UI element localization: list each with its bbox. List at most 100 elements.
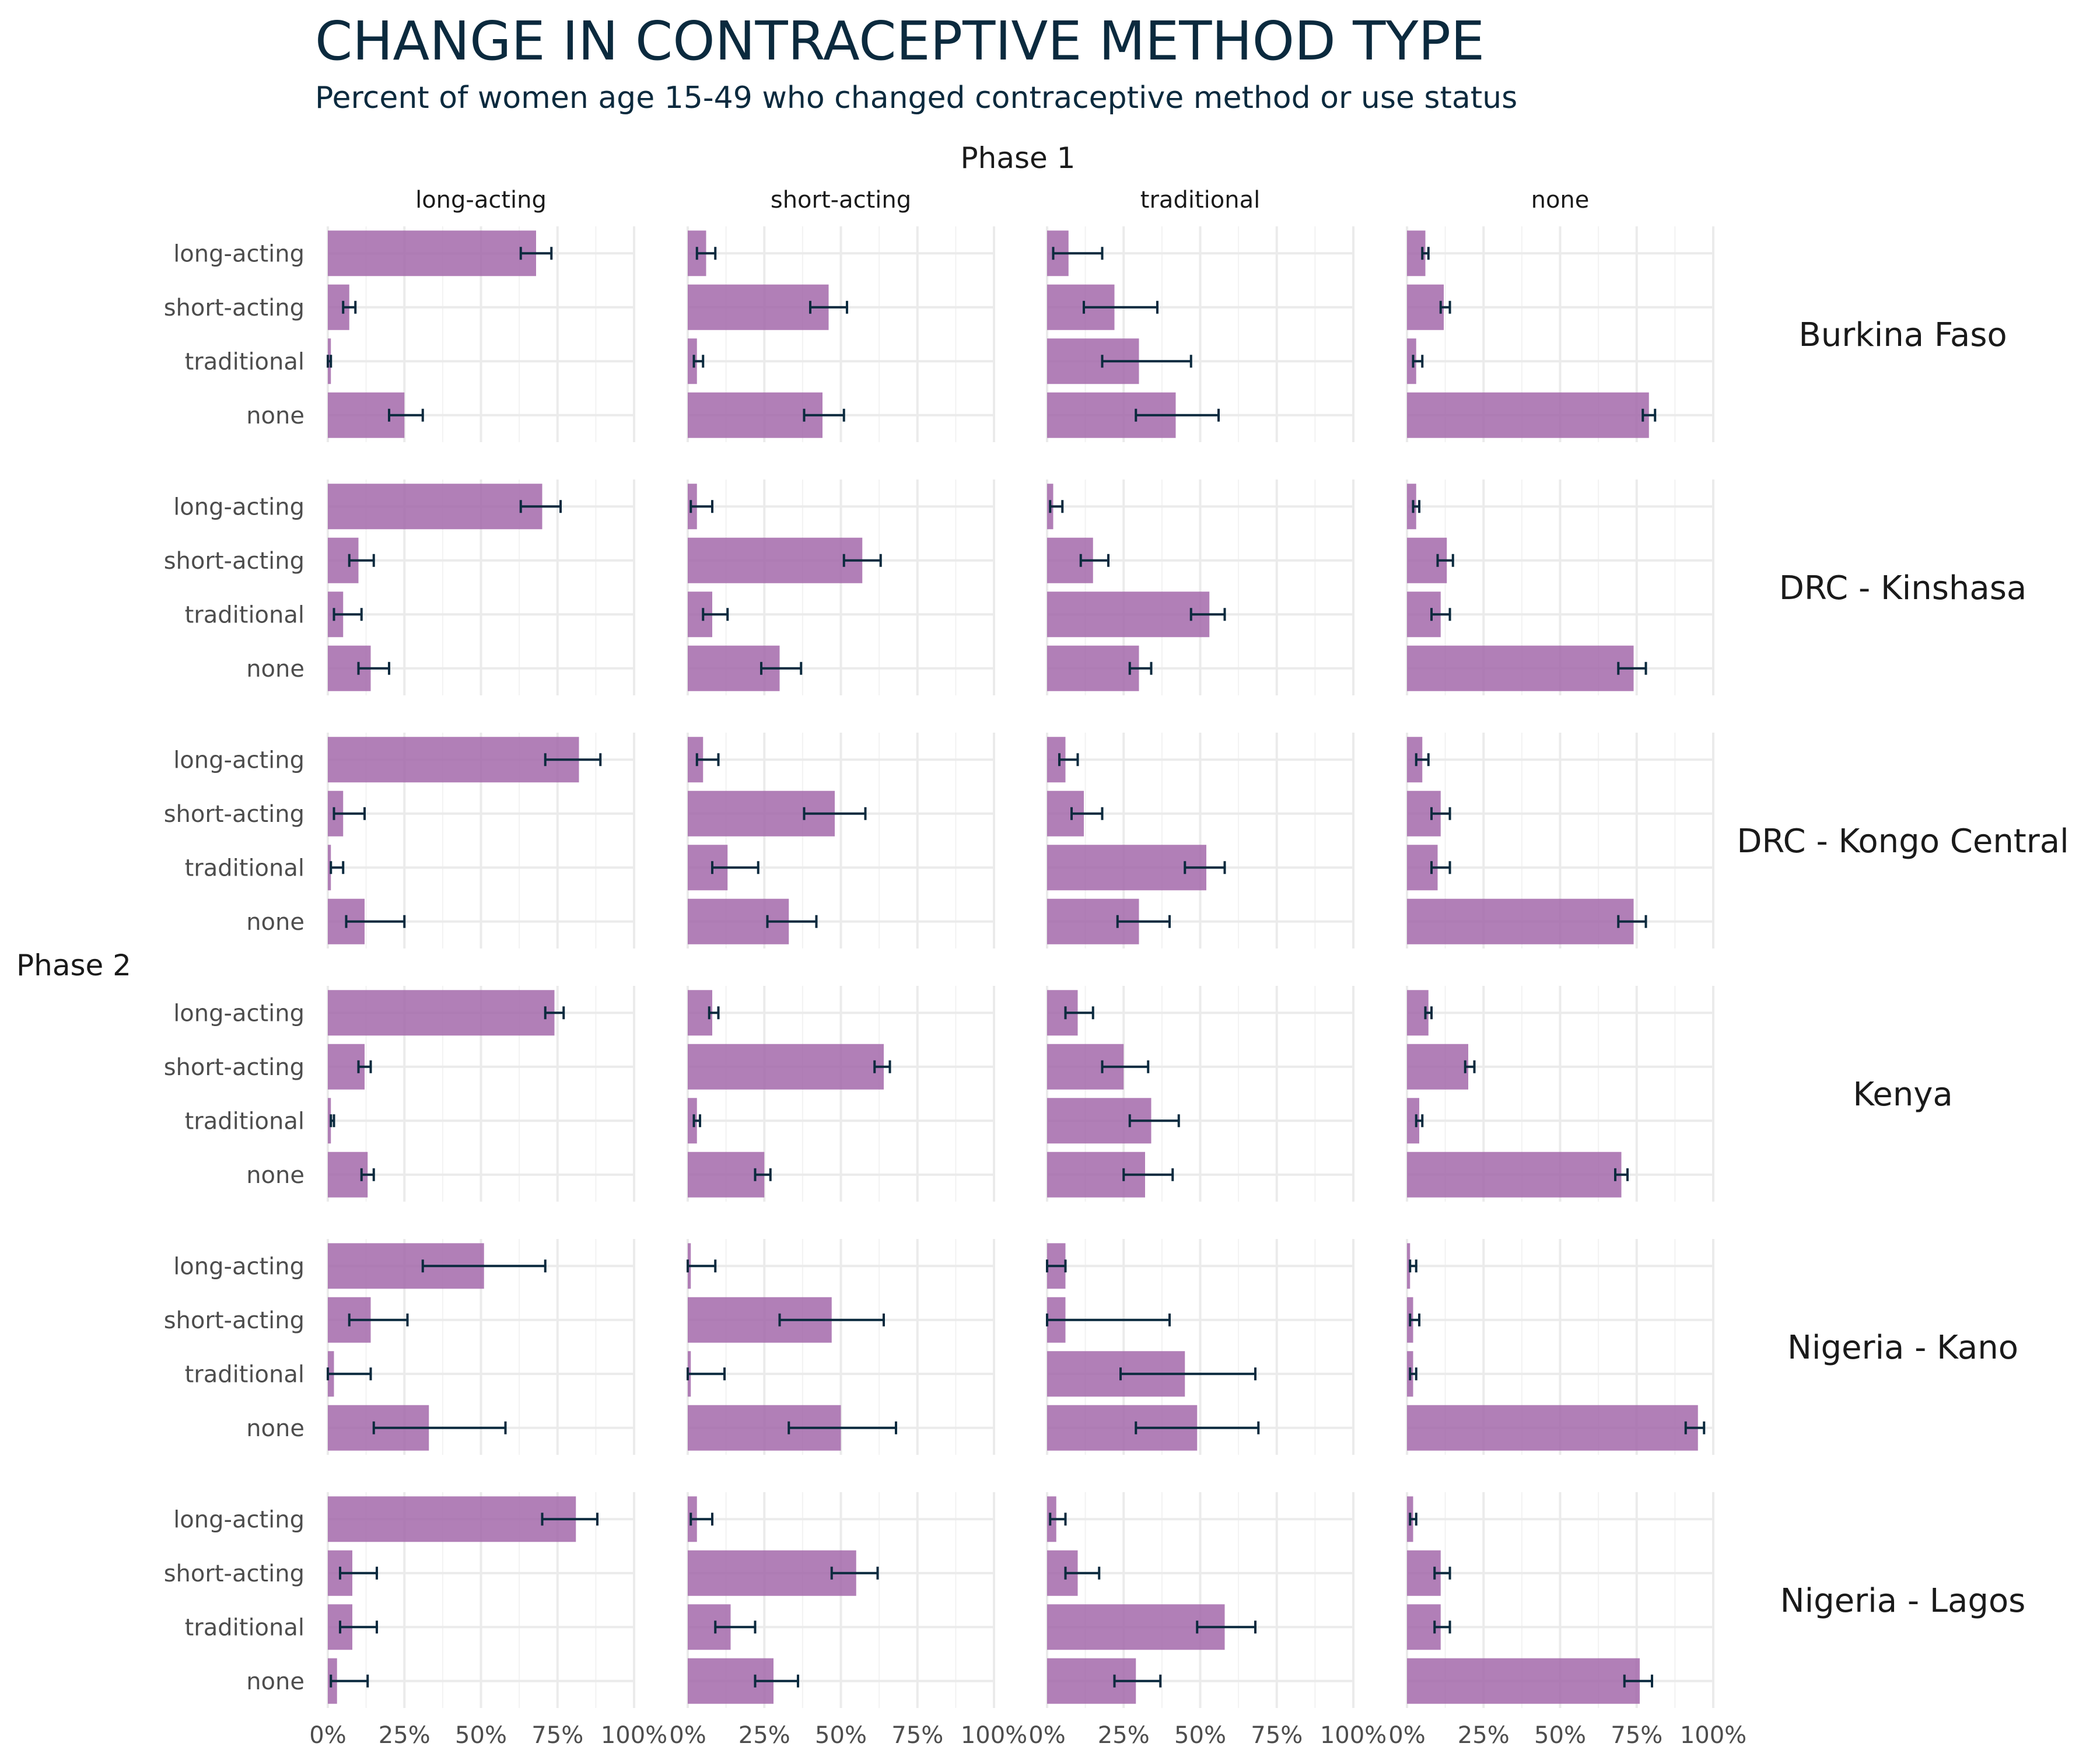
bar	[1047, 592, 1210, 638]
x-tick-label: 50%	[1174, 1722, 1226, 1749]
y-tick-label: long-acting	[173, 1000, 304, 1027]
column-strip-label: none	[1531, 187, 1590, 214]
y-tick-label: none	[246, 1668, 304, 1695]
y-tick-label: none	[246, 1162, 304, 1189]
bar	[328, 737, 579, 783]
bar	[328, 230, 536, 276]
y-tick-label: traditional	[185, 1614, 304, 1641]
y-tick-label: none	[246, 909, 304, 936]
y-tick-label: none	[246, 1415, 304, 1442]
bar	[328, 484, 542, 530]
x-tick-label: 0%	[309, 1722, 346, 1749]
bar	[1047, 845, 1206, 891]
bar	[688, 284, 829, 330]
panel: 0% 25% 50% 75% 100%	[1388, 1492, 1746, 1749]
x-tick-label: 100%	[961, 1722, 1027, 1749]
y-tick-label: traditional	[185, 601, 304, 628]
x-tick-label: 50%	[455, 1722, 507, 1749]
bar	[688, 338, 697, 384]
x-tick-label: 0%	[669, 1722, 706, 1749]
x-tick-label: 100%	[1680, 1722, 1746, 1749]
bar	[1047, 1604, 1225, 1650]
x-tick-label: 25%	[1458, 1722, 1510, 1749]
x-tick-label: 0%	[1028, 1722, 1065, 1749]
panel	[1046, 480, 1354, 695]
bar	[328, 1098, 331, 1144]
bar	[1407, 1098, 1419, 1144]
bar	[1407, 1152, 1622, 1198]
panel	[687, 733, 995, 949]
row-strip-label: Nigeria - Kano	[1787, 1329, 2018, 1367]
bar	[1407, 645, 1634, 691]
column-strip-label: short-acting	[771, 187, 911, 214]
x-tick-label: 50%	[1534, 1722, 1586, 1749]
chart-title: CHANGE IN CONTRACEPTIVE METHOD TYPE	[315, 10, 1485, 72]
panel	[687, 226, 995, 442]
panel	[1046, 226, 1354, 442]
panel	[687, 986, 995, 1202]
panel	[1046, 986, 1354, 1202]
panel: long-acting short-acting traditional none	[164, 226, 635, 442]
bar	[688, 1152, 765, 1198]
bar	[328, 1496, 576, 1542]
bar	[1407, 338, 1416, 384]
chart-subtitle: Percent of women age 15-49 who changed c…	[315, 80, 1517, 116]
panel: long-acting short-acting traditional none	[164, 480, 635, 695]
bar	[688, 392, 822, 438]
bar	[1407, 1044, 1468, 1090]
row-strip-label: DRC - Kinshasa	[1779, 569, 2027, 607]
x-tick-label: 75%	[531, 1722, 583, 1749]
panel	[687, 1239, 995, 1455]
panel	[1046, 733, 1354, 949]
y-tick-label: none	[246, 656, 304, 682]
y-tick-label: short-acting	[164, 1054, 304, 1081]
panel	[1406, 733, 1714, 949]
x-tick-label: 100%	[1320, 1722, 1387, 1749]
row-facet-title: Phase 2	[16, 949, 131, 982]
y-tick-label: long-acting	[173, 747, 304, 774]
row-strip-label: Nigeria - Lagos	[1780, 1582, 2026, 1620]
x-tick-label: 75%	[1251, 1722, 1303, 1749]
y-tick-label: none	[246, 402, 304, 429]
bar	[1407, 1243, 1410, 1289]
y-tick-label: long-acting	[173, 1506, 304, 1533]
bar	[1407, 284, 1444, 330]
x-tick-label: 25%	[1098, 1722, 1150, 1749]
bar	[688, 537, 863, 583]
bar	[688, 1550, 856, 1596]
y-tick-label: traditional	[185, 1108, 304, 1135]
bar	[1407, 898, 1634, 944]
bar	[328, 845, 331, 891]
panel	[1406, 986, 1714, 1202]
panel: long-acting short-acting traditional none	[164, 986, 635, 1202]
y-tick-label: short-acting	[164, 1307, 304, 1334]
row-strip-label: Kenya	[1853, 1076, 1952, 1114]
column-strip-label: long-acting	[415, 187, 547, 214]
panel: 0% 25% 50% 75% 100%	[669, 1492, 1027, 1749]
bar	[688, 1044, 884, 1090]
panel: 0% 25% 50% 75% 100%	[1028, 1492, 1387, 1749]
bar	[688, 1098, 697, 1144]
y-tick-label: long-acting	[173, 494, 304, 520]
panel: long-acting short-acting traditional none	[164, 1239, 635, 1455]
row-strip-label: Burkina Faso	[1798, 316, 2007, 354]
y-tick-label: long-acting	[173, 1253, 304, 1280]
panel	[1046, 1239, 1354, 1455]
column-strip-label: traditional	[1140, 187, 1260, 214]
panel: long-acting short-acting traditional none0%…	[164, 1492, 667, 1749]
bar	[1047, 645, 1139, 691]
y-tick-label: traditional	[185, 1361, 304, 1388]
panel	[1406, 226, 1714, 442]
y-tick-label: traditional	[185, 855, 304, 881]
x-tick-label: 75%	[1611, 1722, 1662, 1749]
panel	[687, 480, 995, 695]
x-tick-label: 0%	[1388, 1722, 1425, 1749]
x-tick-label: 75%	[891, 1722, 943, 1749]
bar	[1407, 1658, 1640, 1704]
x-tick-label: 25%	[379, 1722, 430, 1749]
x-tick-label: 50%	[815, 1722, 867, 1749]
panel	[1406, 1239, 1714, 1455]
y-tick-label: traditional	[185, 348, 304, 375]
y-tick-label: short-acting	[164, 548, 304, 575]
